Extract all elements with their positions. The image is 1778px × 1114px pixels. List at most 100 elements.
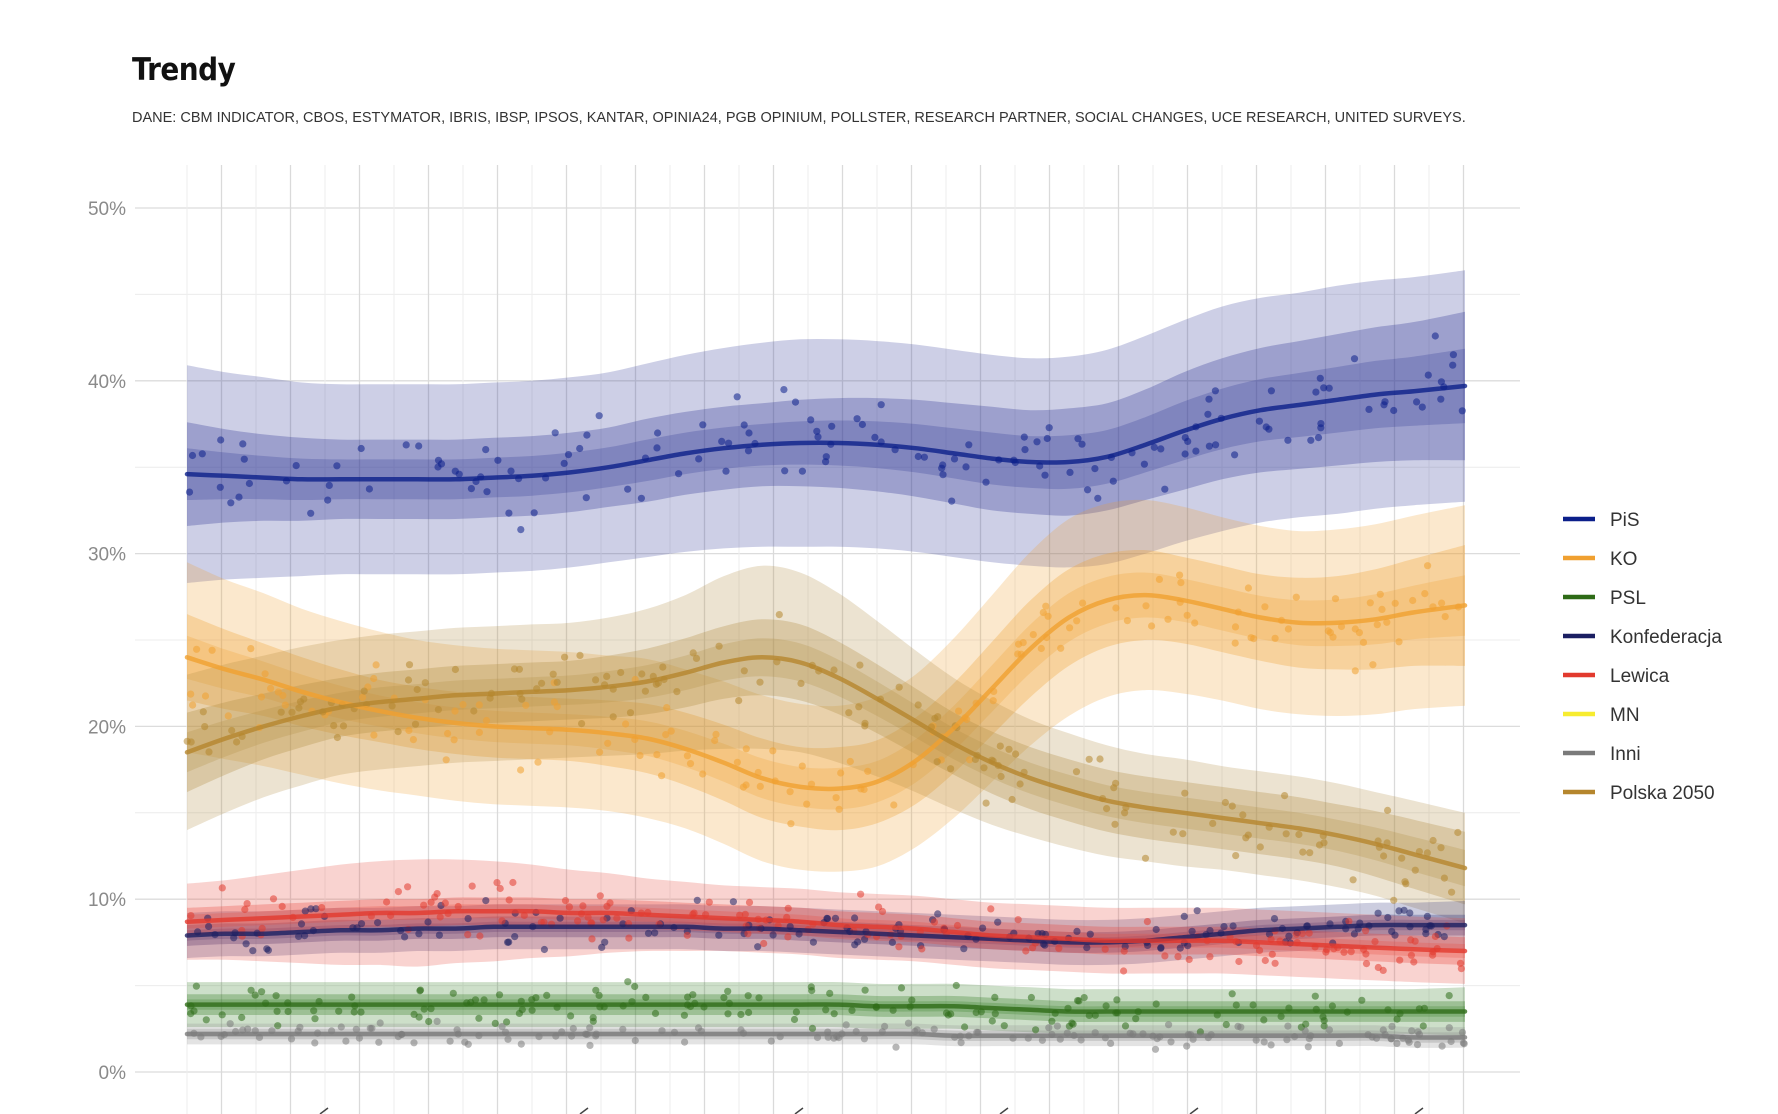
- data-point: [1152, 1000, 1160, 1008]
- data-point: [528, 996, 536, 1004]
- data-point: [1260, 1038, 1268, 1046]
- data-point: [756, 782, 764, 791]
- data-point: [201, 723, 209, 731]
- data-point: [939, 461, 947, 469]
- data-point: [1167, 1038, 1175, 1046]
- data-point: [784, 904, 792, 912]
- data-point: [1055, 944, 1063, 952]
- data-point: [561, 653, 569, 661]
- data-point: [1457, 965, 1465, 973]
- data-point: [233, 738, 241, 746]
- data-point: [965, 441, 973, 449]
- data-point: [1205, 442, 1213, 450]
- data-point: [451, 467, 459, 475]
- legend-label: PSL: [1610, 588, 1646, 609]
- legend-item-ko: KO: [1563, 549, 1637, 570]
- data-point: [1161, 952, 1169, 960]
- data-point: [187, 912, 195, 920]
- data-point: [651, 1009, 660, 1018]
- x-tick-mark: [1189, 1107, 1199, 1114]
- data-point: [775, 611, 783, 619]
- data-point: [991, 1010, 999, 1018]
- data-point: [644, 929, 653, 937]
- data-point: [269, 895, 278, 903]
- data-point: [966, 756, 974, 764]
- legend-item-inni: Inni: [1563, 744, 1641, 765]
- data-point: [626, 709, 635, 717]
- data-point: [1340, 948, 1348, 956]
- data-point: [624, 485, 632, 493]
- data-point: [1204, 410, 1212, 418]
- data-point: [1299, 848, 1307, 856]
- data-point: [296, 1023, 304, 1031]
- data-point: [1012, 750, 1020, 758]
- data-point: [996, 742, 1004, 750]
- data-point: [491, 1019, 499, 1027]
- data-point: [471, 996, 480, 1004]
- data-point: [1014, 916, 1022, 924]
- data-point: [617, 668, 625, 677]
- trend-line-lewica: [184, 908, 1468, 954]
- data-point: [1142, 602, 1150, 610]
- grid: [135, 165, 1520, 1114]
- data-point: [586, 1041, 594, 1049]
- data-point: [809, 938, 818, 946]
- data-point: [739, 783, 748, 791]
- data-point: [464, 931, 472, 939]
- data-point: [953, 921, 962, 930]
- data-point: [1043, 434, 1051, 443]
- data-point: [1231, 451, 1239, 459]
- data-point: [1449, 361, 1457, 369]
- data-point: [1317, 420, 1325, 428]
- data-point: [1384, 806, 1392, 815]
- data-point: [1393, 1039, 1401, 1047]
- data-point: [830, 666, 838, 674]
- data-point: [505, 938, 513, 946]
- data-point: [637, 494, 646, 502]
- data-point: [517, 526, 525, 534]
- data-point: [1413, 398, 1421, 406]
- data-point: [561, 897, 570, 905]
- data-point: [1390, 896, 1398, 904]
- data-point: [1237, 1023, 1245, 1031]
- data-point: [543, 991, 551, 1000]
- data-point: [740, 667, 748, 675]
- data-point: [756, 678, 764, 686]
- data-point: [374, 919, 382, 927]
- data-point: [603, 672, 611, 681]
- data-point: [475, 728, 483, 737]
- data-point: [1250, 635, 1258, 643]
- data-point: [1231, 639, 1239, 647]
- legend-label: Konfederacja: [1610, 627, 1722, 648]
- data-point: [1267, 387, 1275, 395]
- data-point: [625, 934, 633, 942]
- data-point: [1320, 839, 1328, 847]
- y-tick-label: 0%: [99, 1063, 127, 1084]
- data-point: [251, 991, 259, 999]
- data-point: [744, 992, 752, 1000]
- data-point: [1101, 945, 1109, 953]
- data-point: [695, 455, 703, 463]
- data-point: [808, 1024, 817, 1032]
- data-point: [579, 902, 587, 910]
- data-point: [858, 420, 867, 429]
- data-point: [1270, 915, 1279, 923]
- data-point: [1365, 405, 1373, 413]
- data-point: [1373, 621, 1381, 629]
- data-point: [1045, 424, 1053, 432]
- data-point: [267, 684, 275, 693]
- data-point: [1295, 830, 1303, 839]
- data-point: [1228, 990, 1236, 998]
- data-point: [861, 722, 869, 730]
- data-point: [1212, 441, 1220, 449]
- data-point: [297, 920, 306, 928]
- data-point: [230, 934, 238, 942]
- data-point: [705, 898, 713, 906]
- data-point: [861, 986, 869, 994]
- data-point: [324, 496, 332, 504]
- data-point: [1422, 925, 1430, 934]
- data-point: [425, 1017, 433, 1026]
- data-point: [360, 687, 368, 695]
- trend-line-konfederacja: [184, 922, 1468, 945]
- data-point: [1355, 629, 1363, 637]
